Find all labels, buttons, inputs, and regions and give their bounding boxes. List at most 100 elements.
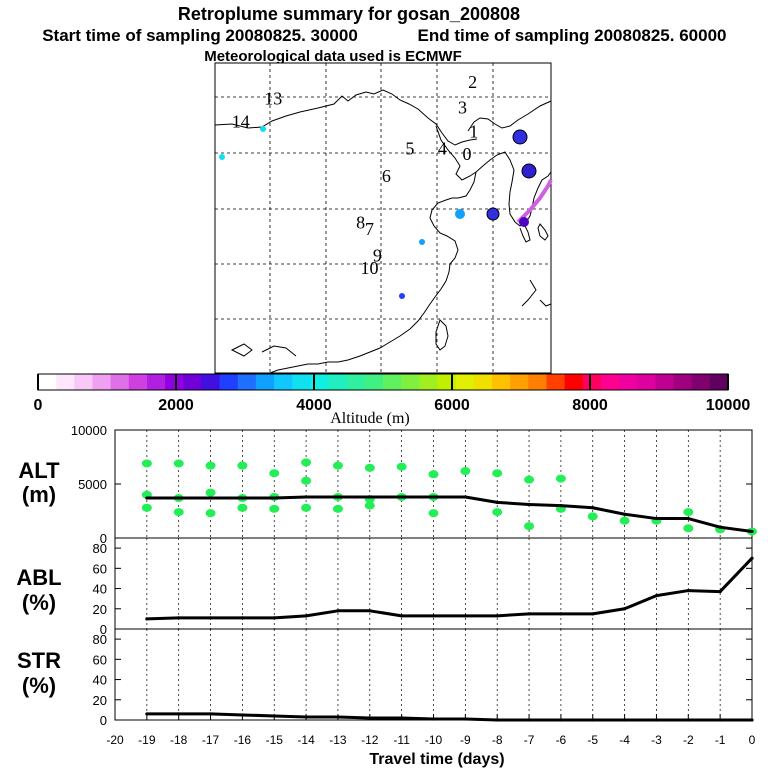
plume-point bbox=[332, 504, 343, 513]
series-point bbox=[208, 496, 213, 500]
series-point bbox=[559, 504, 563, 508]
colorbar-tick-label: 8000 bbox=[572, 397, 608, 414]
colorbar-cell bbox=[92, 374, 112, 390]
plume-point bbox=[205, 509, 216, 518]
colorbar-tick-label: 0 bbox=[34, 397, 43, 414]
series-point bbox=[177, 616, 181, 620]
x-tick-label: -15 bbox=[266, 733, 284, 747]
plume-point bbox=[587, 512, 598, 521]
colorbar-cell bbox=[455, 374, 475, 390]
series-point bbox=[623, 512, 627, 516]
series-line bbox=[146, 712, 752, 722]
map-time-label: 2 bbox=[468, 72, 477, 92]
colorbar-cell bbox=[274, 374, 293, 390]
series-point bbox=[431, 495, 436, 499]
trajectory-point bbox=[512, 129, 528, 145]
y-tick-label: 60 bbox=[93, 561, 107, 576]
y-tick-label: 20 bbox=[93, 602, 107, 617]
panel-unit: (%) bbox=[22, 590, 56, 615]
series-point bbox=[240, 616, 244, 620]
colorbar-cell bbox=[491, 374, 511, 390]
colorbar-cell bbox=[219, 374, 239, 390]
trajectory-point bbox=[519, 217, 529, 227]
colorbar-cell bbox=[619, 374, 638, 390]
x-tick-label: -1 bbox=[715, 733, 726, 747]
colorbar-tick-label: 6000 bbox=[434, 397, 470, 414]
x-tick-label: -20 bbox=[106, 733, 124, 747]
y-tick-label: 0 bbox=[100, 622, 107, 637]
plume-point bbox=[524, 475, 535, 484]
colorbar-cell bbox=[528, 374, 547, 390]
colorbar-cell bbox=[709, 374, 729, 390]
series-point bbox=[336, 495, 340, 499]
colorbar-cell bbox=[419, 374, 438, 390]
x-tick-label: -11 bbox=[393, 733, 410, 747]
x-tick-label: -6 bbox=[556, 733, 567, 747]
plume-point bbox=[396, 462, 407, 471]
series-line bbox=[146, 557, 754, 621]
series-point bbox=[463, 495, 467, 499]
y-tick-label: 20 bbox=[93, 693, 107, 708]
colorbar-cell bbox=[437, 374, 457, 390]
series-point bbox=[145, 712, 149, 716]
start-time-label: Start time of sampling 20080825. 30000 bbox=[42, 26, 358, 45]
plume-point bbox=[269, 469, 280, 478]
colorbar-cell bbox=[473, 374, 493, 390]
y-tick-label: 5000 bbox=[78, 477, 107, 492]
y-tick-label: 0 bbox=[100, 713, 107, 728]
colorbar-cell bbox=[328, 374, 348, 390]
series-point bbox=[591, 506, 595, 510]
plume-point bbox=[269, 504, 280, 513]
abl-panel: 0 20 40 60 80 ABL(%) bbox=[16, 537, 754, 637]
plume-point bbox=[173, 508, 184, 517]
y-tick-label: 10000 bbox=[71, 423, 107, 438]
colorbar-cell bbox=[110, 374, 130, 390]
plume-point bbox=[683, 524, 694, 533]
x-tick-label: -19 bbox=[138, 733, 156, 747]
map-time-label: 1 bbox=[469, 122, 478, 142]
map-time-label: 6 bbox=[382, 166, 391, 186]
colorbar-cell bbox=[582, 374, 602, 390]
colorbar-tick-label: 10000 bbox=[706, 397, 751, 414]
series-point bbox=[623, 607, 627, 611]
colorbar-cell bbox=[183, 374, 202, 390]
series-point bbox=[527, 502, 531, 507]
series-point bbox=[145, 496, 149, 500]
y-tick-label: 40 bbox=[93, 582, 107, 597]
series-point bbox=[400, 495, 404, 499]
plume-point bbox=[460, 467, 471, 476]
x-tick-label: -16 bbox=[234, 733, 252, 747]
x-tick-label: -8 bbox=[492, 733, 503, 747]
series-point bbox=[368, 609, 372, 613]
map-time-label: 3 bbox=[458, 97, 467, 117]
y-tick-label: 80 bbox=[93, 541, 107, 556]
colorbar-cell bbox=[237, 374, 257, 390]
map-frame bbox=[214, 62, 552, 374]
x-tick-label: -12 bbox=[361, 733, 379, 747]
colorbar-label: Altitude (m) bbox=[330, 410, 410, 427]
map-time-label: 10 bbox=[361, 258, 379, 278]
plume-point bbox=[683, 508, 694, 517]
colorbar-tick-label: 2000 bbox=[158, 397, 194, 414]
series-point bbox=[272, 616, 276, 620]
colorbar-cell bbox=[564, 374, 584, 390]
colorbar-cell bbox=[38, 374, 57, 390]
plume-point bbox=[428, 470, 439, 479]
colorbar-cell bbox=[383, 374, 402, 390]
plume-point bbox=[619, 516, 630, 525]
colorbar-cell bbox=[401, 374, 420, 390]
map-time-label: 14 bbox=[232, 112, 250, 132]
trajectory-point bbox=[455, 209, 465, 219]
plume-point bbox=[237, 503, 248, 512]
map-time-label: 8 bbox=[356, 212, 365, 232]
series-point bbox=[591, 612, 595, 616]
colorbar-cell bbox=[600, 374, 620, 390]
map-time-label: 0 bbox=[463, 144, 472, 164]
series-line bbox=[146, 495, 753, 534]
series-point bbox=[177, 496, 181, 500]
series-point bbox=[527, 612, 531, 616]
map-gridlines bbox=[215, 63, 551, 373]
trajectory-point bbox=[399, 293, 405, 299]
